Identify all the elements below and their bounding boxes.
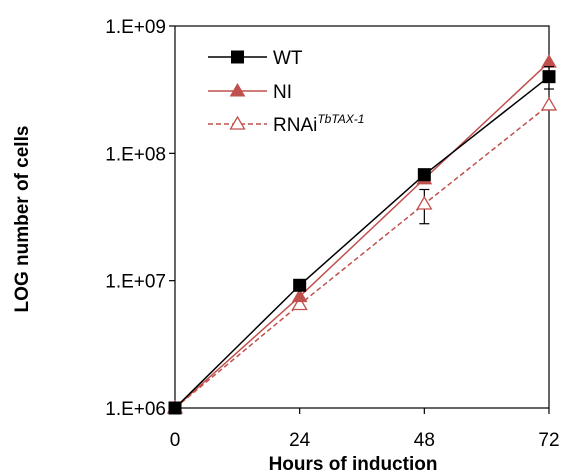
data-point [291, 296, 308, 311]
y-tick-label: 1.E+06 [105, 399, 166, 420]
x-tick-label: 48 [414, 430, 435, 451]
series-line [174, 61, 550, 409]
y-axis: 1.E+06 1.E+07 1.E+08 1.E+09 [105, 17, 175, 420]
x-axis: 0 24 48 72 [170, 408, 560, 451]
series-rnai [166, 96, 558, 414]
legend-marker [229, 115, 246, 130]
legend-item-rnai: RNAiTbTAX-1 [208, 112, 364, 136]
legend-label-superscript: TbTAX-1 [317, 112, 364, 126]
x-tick-label: 0 [170, 430, 181, 451]
plot-frame [174, 25, 550, 409]
data-point [417, 168, 431, 182]
legend-marker [231, 50, 244, 64]
legend-item-ni: NI [208, 82, 292, 103]
x-axis-label: Hours of induction [269, 454, 438, 475]
data-point [540, 96, 558, 111]
data-point [293, 278, 307, 292]
series-ni [167, 54, 557, 414]
data-point [541, 54, 557, 68]
series-layer [166, 54, 558, 415]
series-line [174, 76, 550, 409]
legend-label: NI [273, 82, 292, 103]
y-tick-label: 1.E+07 [105, 272, 166, 293]
y-axis-label: LOG number of cells [12, 126, 33, 313]
plot-area [174, 25, 550, 409]
legend-label: WT [273, 48, 303, 69]
legend-marker [229, 83, 246, 97]
y-tick-label: 1.E+08 [105, 144, 166, 165]
y-tick-label: 1.E+09 [105, 17, 166, 38]
series-line [174, 104, 550, 409]
data-point [291, 288, 308, 303]
legend: WT NI RNAiTbTAX-1 [208, 48, 364, 136]
x-tick-label: 72 [538, 430, 559, 451]
legend-label: RNAiTbTAX-1 [273, 112, 364, 136]
legend-item-wt: WT [208, 48, 303, 69]
data-point [416, 195, 433, 210]
data-point [542, 70, 556, 84]
x-tick-label: 24 [289, 430, 311, 451]
